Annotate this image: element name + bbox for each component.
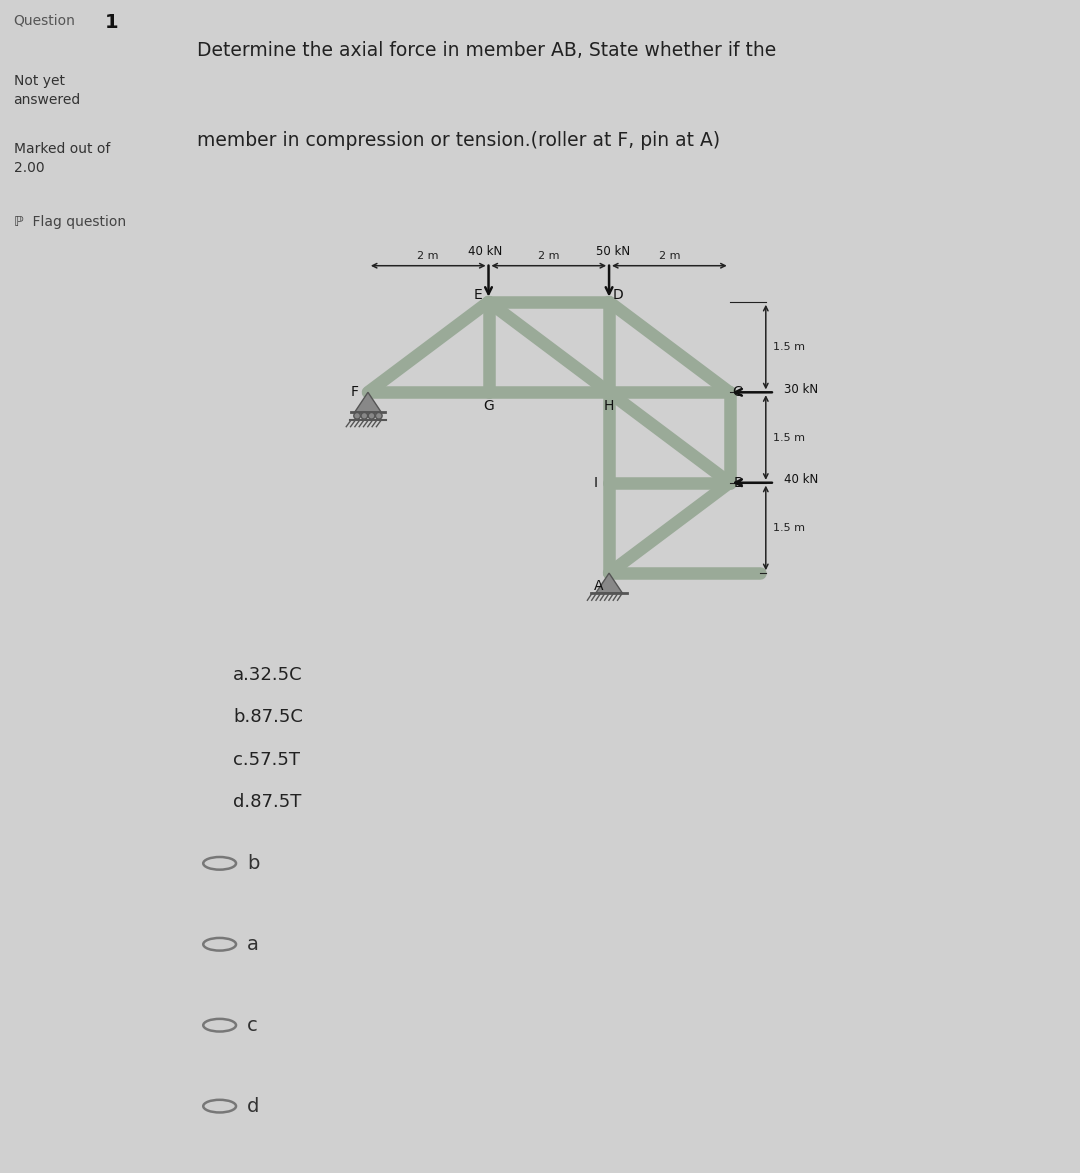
Polygon shape (596, 574, 622, 594)
Text: 40 kN: 40 kN (784, 473, 819, 486)
Text: 2 m: 2 m (418, 251, 438, 262)
Text: 2 m: 2 m (659, 251, 680, 262)
Text: b.87.5C: b.87.5C (233, 708, 303, 726)
Text: d: d (247, 1097, 259, 1116)
Text: a: a (247, 935, 259, 954)
Text: Determine the axial force in member AB, State whether if the: Determine the axial force in member AB, … (197, 41, 777, 60)
Text: 50 kN: 50 kN (596, 245, 630, 258)
Circle shape (376, 413, 382, 419)
Text: 1.5 m: 1.5 m (773, 523, 805, 533)
Text: D: D (612, 287, 623, 301)
Text: 30 kN: 30 kN (784, 382, 818, 395)
Text: H: H (604, 399, 615, 413)
Text: Not yet
answered: Not yet answered (14, 74, 81, 107)
Text: 1: 1 (105, 13, 119, 32)
Text: Question: Question (14, 13, 76, 27)
Text: 1.5 m: 1.5 m (773, 433, 805, 442)
Text: ℙ  Flag question: ℙ Flag question (14, 216, 125, 230)
Text: Marked out of
2.00: Marked out of 2.00 (14, 142, 110, 176)
Text: B: B (733, 476, 743, 489)
Text: F: F (351, 385, 359, 399)
Text: d.87.5T: d.87.5T (233, 793, 301, 811)
Text: 40 kN: 40 kN (468, 245, 502, 258)
Text: G: G (483, 399, 494, 413)
Text: b: b (247, 854, 259, 873)
Text: c.57.5T: c.57.5T (233, 751, 300, 768)
Polygon shape (354, 392, 381, 412)
Text: member in compression or tension.(roller at F, pin at A): member in compression or tension.(roller… (197, 131, 720, 150)
Text: 2 m: 2 m (538, 251, 559, 262)
Text: I: I (594, 476, 598, 489)
Circle shape (354, 413, 361, 419)
Text: a.32.5C: a.32.5C (233, 666, 302, 684)
Circle shape (368, 413, 375, 419)
Text: c: c (247, 1016, 258, 1035)
Text: A: A (594, 579, 603, 594)
Text: E: E (473, 287, 482, 301)
Circle shape (361, 413, 367, 419)
Text: C: C (732, 385, 742, 399)
Text: 1.5 m: 1.5 m (773, 343, 805, 352)
